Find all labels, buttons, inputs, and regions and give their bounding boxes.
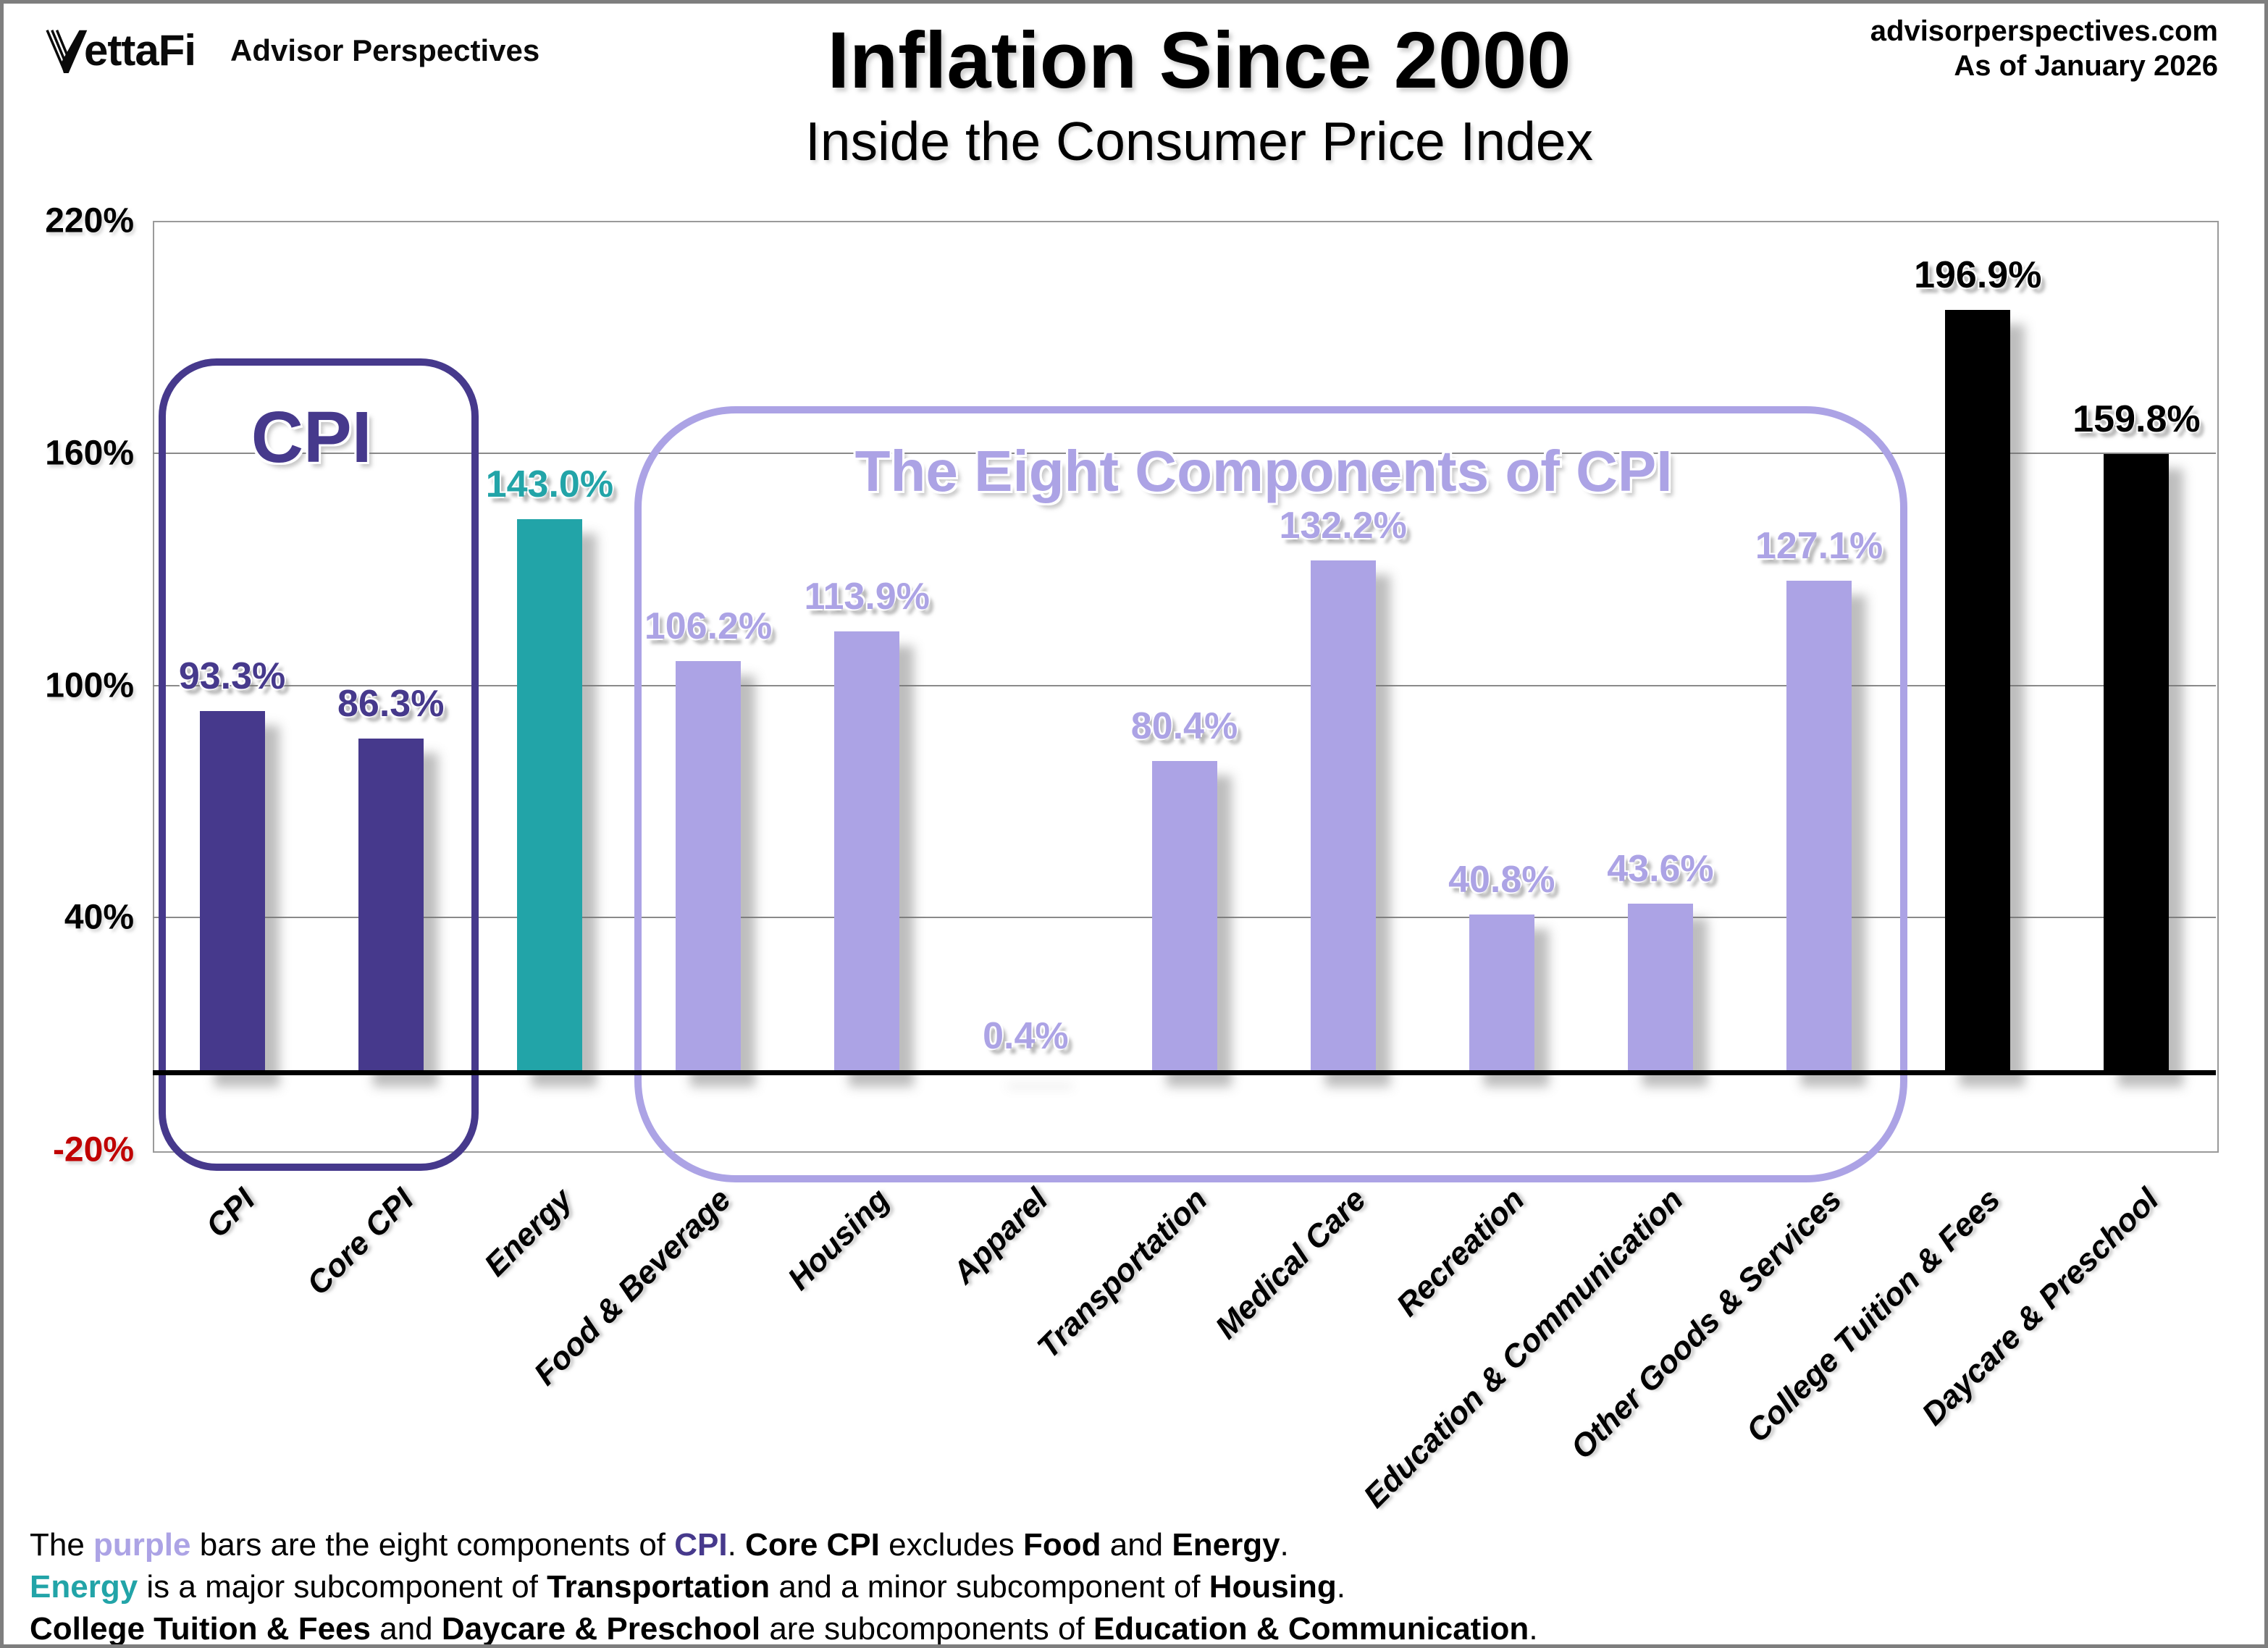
footnote-text: Energy bbox=[30, 1569, 138, 1605]
footnote-text: Transportation bbox=[547, 1569, 770, 1605]
footnote-text: Education & Communication bbox=[1093, 1611, 1529, 1647]
x-axis-label-housing: Housing bbox=[781, 1182, 999, 1297]
bar-college-tuition-fees bbox=[1945, 310, 2011, 1073]
y-axis-label-220: 220% bbox=[45, 201, 134, 240]
bar-recreation bbox=[1469, 915, 1534, 1073]
bar-transportation bbox=[1151, 761, 1217, 1073]
x-axis-label-core-cpi: Core CPI bbox=[300, 1182, 530, 1302]
logo: ettaFi Advisor Perspectives bbox=[43, 25, 539, 75]
bar-value-housing: 113.9% bbox=[804, 576, 930, 618]
source-attribution: advisorperspectives.com As of January 20… bbox=[1870, 14, 2218, 83]
y-axis-label-20: -20% bbox=[52, 1130, 134, 1169]
bar-education-communication bbox=[1627, 904, 1693, 1073]
page-subtitle: Inside the Consumer Price Index bbox=[805, 111, 1594, 172]
bar-other-goods-services bbox=[1786, 581, 1852, 1073]
x-axis-label-text: Other Goods & Services bbox=[1564, 1182, 1849, 1466]
footnotes: The purple bars are the eight components… bbox=[30, 1524, 1538, 1647]
footnote-text: . bbox=[1336, 1569, 1345, 1605]
footnote-text: The bbox=[30, 1527, 94, 1563]
logo-text: ettaFi bbox=[84, 26, 196, 75]
bar-food-beverage bbox=[676, 661, 742, 1073]
x-axis-label-text: Core CPI bbox=[300, 1182, 421, 1303]
plot-area bbox=[153, 221, 2219, 1153]
components-box bbox=[634, 406, 1907, 1182]
footnote-text: bars are the eight components of bbox=[190, 1527, 675, 1563]
footnote-text: Daycare & Preschool bbox=[441, 1611, 761, 1647]
footnote-text: purple bbox=[93, 1527, 191, 1563]
bar-medical-care bbox=[1310, 560, 1376, 1073]
cpi-box bbox=[159, 358, 479, 1171]
bar-value-other-goods-services: 127.1% bbox=[1755, 525, 1883, 568]
x-axis-label-text: CPI bbox=[198, 1182, 262, 1245]
bar-value-daycare-preschool: 159.8% bbox=[2072, 398, 2201, 441]
gridline-160 bbox=[153, 452, 2216, 454]
bar-value-transportation: 80.4% bbox=[1130, 705, 1238, 748]
bar-value-apparel: 0.4% bbox=[983, 1015, 1069, 1058]
bar-value-core-cpi: 86.3% bbox=[337, 683, 445, 726]
source-site: advisorperspectives.com bbox=[1870, 15, 2218, 47]
bar-value-energy: 143.0% bbox=[485, 463, 614, 506]
footnote-text: . bbox=[1280, 1527, 1289, 1563]
logo-subtitle: Advisor Perspectives bbox=[230, 33, 540, 67]
bar-housing bbox=[834, 631, 900, 1073]
footnote-text: . bbox=[1529, 1611, 1538, 1647]
x-axis-label-cpi: CPI bbox=[199, 1182, 290, 1245]
bar-value-cpi: 93.3% bbox=[178, 655, 286, 698]
bar-daycare-preschool bbox=[2104, 454, 2170, 1073]
bar-energy bbox=[516, 519, 582, 1073]
footnote-text: are subcomponents of bbox=[760, 1611, 1093, 1647]
gridline-100 bbox=[153, 684, 2216, 686]
x-axis-label-daycare-preschool: Daycare & Preschool bbox=[1915, 1182, 2264, 1432]
bar-value-college-tuition-fees: 196.9% bbox=[1914, 254, 2042, 297]
bar-value-food-beverage: 106.2% bbox=[644, 605, 773, 648]
bar-value-education-communication: 43.6% bbox=[1607, 848, 1714, 891]
footnote-line-2: Energy is a major subcomponent of Transp… bbox=[30, 1566, 1538, 1608]
zero-axis-line bbox=[153, 1070, 2216, 1076]
cpi-box-title: CPI bbox=[251, 397, 372, 478]
footnote-text: excludes bbox=[879, 1527, 1023, 1563]
vettafi-logo-icon bbox=[43, 28, 90, 73]
x-axis-label-apparel: Apparel bbox=[946, 1182, 1148, 1290]
bar-value-recreation: 40.8% bbox=[1448, 859, 1555, 901]
footnote-text: Energy bbox=[1172, 1527, 1280, 1563]
footnote-text: . bbox=[727, 1527, 746, 1563]
y-axis-label-160: 160% bbox=[45, 434, 134, 473]
footnote-text: and bbox=[1101, 1527, 1172, 1563]
x-axis-label-text: College Tuition & Fees bbox=[1739, 1182, 2007, 1450]
bar-cpi bbox=[199, 711, 265, 1073]
footnote-text: Housing bbox=[1209, 1569, 1337, 1605]
x-axis-label-text: Education & Communication bbox=[1356, 1182, 1690, 1515]
y-axis-label-100: 100% bbox=[45, 666, 134, 705]
footnote-line-3: College Tuition & Fees and Daycare & Pre… bbox=[30, 1608, 1538, 1647]
as-of-date: As of January 2026 bbox=[1954, 50, 2218, 82]
footnote-text: is a major subcomponent of bbox=[138, 1569, 547, 1605]
components-box-title: The Eight Components of CPI bbox=[854, 439, 1673, 503]
x-axis-label-energy: Energy bbox=[477, 1182, 662, 1283]
footnote-line-1: The purple bars are the eight components… bbox=[30, 1524, 1538, 1566]
bar-core-cpi bbox=[358, 739, 424, 1073]
footnote-text: and a minor subcomponent of bbox=[770, 1569, 1209, 1605]
footnote-text: CPI bbox=[674, 1527, 728, 1563]
footnote-text: and bbox=[371, 1611, 442, 1647]
bar-value-medical-care: 132.2% bbox=[1279, 505, 1407, 547]
footnote-text: College Tuition & Fees bbox=[30, 1611, 371, 1647]
y-axis-label-40: 40% bbox=[64, 898, 134, 937]
page-title: Inflation Since 2000 bbox=[827, 16, 1571, 105]
footnote-text: Core CPI bbox=[745, 1527, 880, 1563]
footnote-text: Food bbox=[1022, 1527, 1101, 1563]
